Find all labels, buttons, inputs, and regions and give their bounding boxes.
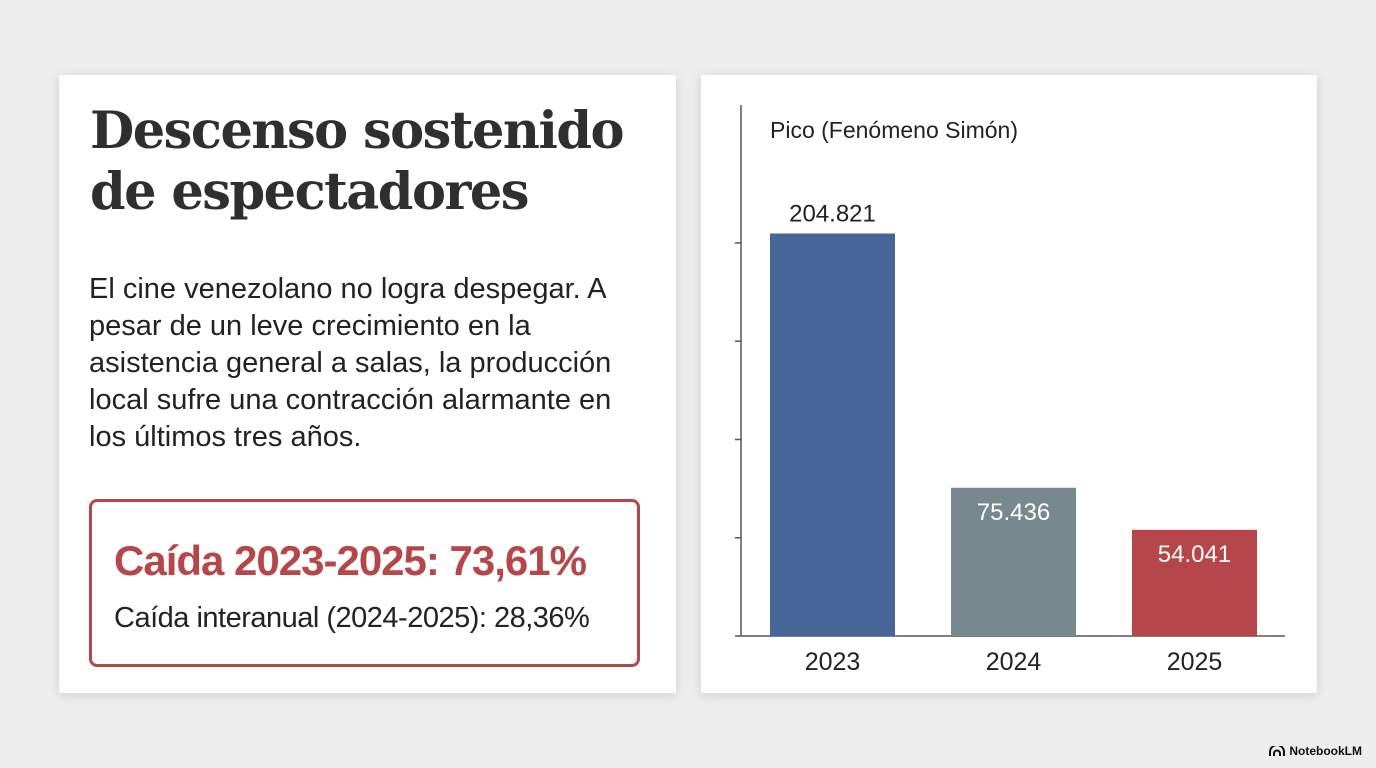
data-label-2024: 75.436	[977, 499, 1050, 526]
brand-name: NotebookLM	[1289, 744, 1362, 758]
x-tick-label-2023: 2023	[805, 648, 861, 676]
data-label-2025: 54.041	[1158, 541, 1231, 568]
data-label-2023: 204.821	[789, 200, 876, 227]
stat-callout-box: Caída 2023-2025: 73,61% Caída interanual…	[89, 499, 640, 667]
brand-watermark: NotebookLM	[1269, 744, 1362, 758]
chart-card: 2023 204.821 2024 75.436 2025 54.041 Pico (Fen…	[701, 75, 1317, 693]
bar-2024	[951, 487, 1076, 636]
peak-annotation: Pico (Fenómeno Simón)	[770, 117, 1018, 143]
page-title: Descenso sostenido de espectadores	[90, 101, 625, 222]
bar-2025	[1132, 529, 1257, 636]
x-tick-label-2024: 2024	[986, 648, 1042, 676]
x-tick-label-2025: 2025	[1167, 648, 1223, 676]
summary-paragraph: El cine venezolano no logra despegar. A …	[89, 273, 612, 453]
stat-total-decline: Caída 2023-2025: 73,61%	[114, 537, 587, 584]
bar-chart: 2023 204.821 2024 75.436 2025 54.041 Pico (Fen…	[735, 105, 1285, 676]
notebooklm-logo-icon	[1269, 745, 1286, 756]
bar-2023	[770, 233, 895, 636]
stat-yearly-decline: Caída interanual (2024-2025): 28,36%	[114, 602, 590, 634]
summary-card: Descenso sostenido de espectadores El ci…	[59, 75, 676, 693]
